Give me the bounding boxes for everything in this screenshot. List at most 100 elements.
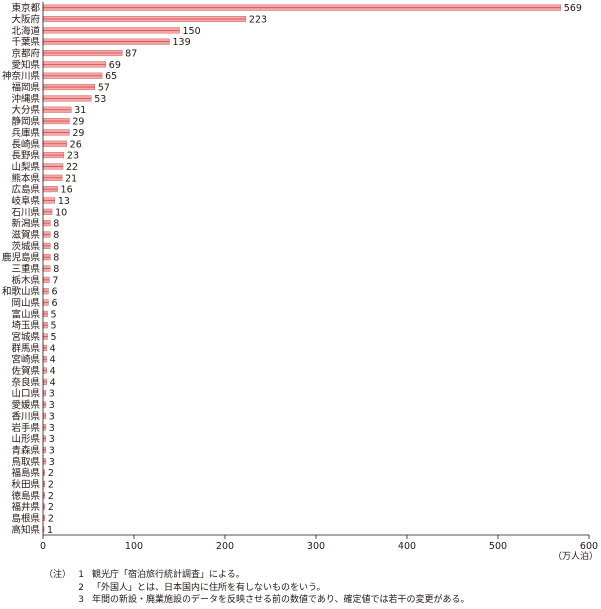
category-label: 大分県 [11, 104, 40, 116]
value-label: 65 [105, 71, 117, 82]
category-label: 兵庫県 [11, 127, 40, 139]
value-label: 3 [49, 411, 55, 422]
category-label: 熊本県 [11, 172, 40, 184]
value-label: 2 [48, 479, 54, 490]
category-label: 佐賀県 [11, 365, 40, 377]
value-label: 8 [53, 219, 59, 230]
value-label: 3 [49, 423, 55, 434]
note-tag [44, 582, 66, 595]
value-label: 4 [50, 355, 56, 366]
bars-group [42, 4, 561, 533]
category-label: 岐阜県 [11, 195, 40, 207]
value-label: 2 [48, 468, 54, 479]
value-label: 8 [53, 241, 59, 252]
category-label: 徳島県 [11, 490, 40, 502]
category-label: 宮崎県 [11, 354, 40, 366]
category-label: 富山県 [11, 308, 40, 320]
category-label: 山口県 [11, 389, 40, 400]
category-label: 山形県 [11, 433, 40, 445]
note-text: 「外国人」とは、日本国内に住所を有しないものをいう。 [92, 582, 326, 593]
value-label: 69 [109, 60, 121, 71]
x-tick-label: 300 [307, 541, 325, 552]
value-label: 3 [49, 389, 55, 400]
value-label: 26 [70, 139, 82, 150]
category-label: 千葉県 [11, 36, 40, 48]
value-label: 8 [53, 264, 59, 275]
x-tick-label: 400 [398, 541, 416, 552]
value-label: 3 [49, 457, 55, 468]
category-label: 長崎県 [11, 138, 40, 150]
value-label: 29 [72, 128, 84, 139]
note-number: 2 [78, 582, 84, 593]
value-label: 22 [66, 162, 78, 173]
category-label: 岡山県 [11, 298, 40, 309]
x-tick-label: 600 [580, 541, 598, 552]
category-label: 栃木県 [11, 274, 40, 286]
bar-chart: 東京都大阪府北海道千葉県京都府愛知県神奈川県福岡県沖縄県大分県静岡県兵庫県長崎県… [2, 2, 598, 562]
category-label: 長野県 [11, 151, 40, 162]
value-label: 87 [125, 49, 137, 60]
x-tick-label: 200 [216, 541, 234, 552]
category-label: 石川県 [11, 207, 40, 218]
value-label: 4 [50, 377, 56, 388]
category-label: 鹿児島県 [2, 252, 41, 264]
category-label: 広島県 [11, 184, 40, 196]
category-label: 沖縄県 [11, 93, 40, 105]
unit-label: （万人泊） [553, 551, 598, 562]
category-label: 山梨県 [11, 161, 40, 173]
note-tag: （注） [44, 570, 72, 580]
value-label: 8 [53, 230, 59, 241]
value-label: 4 [50, 366, 56, 377]
value-label: 13 [58, 196, 70, 207]
category-label: 鳥取県 [11, 456, 40, 468]
value-label: 3 [49, 445, 55, 456]
category-label: 青森県 [11, 444, 40, 456]
category-label: 群馬県 [11, 342, 40, 354]
category-labels: 東京都大阪府北海道千葉県京都府愛知県神奈川県福岡県沖縄県大分県静岡県兵庫県長崎県… [2, 2, 41, 536]
x-tick-label: 0 [40, 541, 46, 552]
footnote-2: 2 「外国人」とは、日本国内に住所を有しないものをいう。 [44, 582, 470, 595]
value-label: 1 [47, 525, 53, 536]
category-label: 福島県 [11, 467, 40, 479]
category-label: 滋賀県 [11, 229, 40, 241]
value-label: 21 [65, 173, 77, 184]
category-label: 東京都 [11, 2, 40, 14]
category-label: 岩手県 [11, 422, 40, 434]
category-label: 香川県 [11, 411, 40, 422]
category-label: 福岡県 [11, 82, 40, 94]
value-label: 2 [48, 502, 54, 513]
category-label: 神奈川県 [2, 70, 41, 82]
category-label: 北海道 [11, 25, 40, 37]
note-number: 1 [78, 570, 84, 580]
value-labels: 5692231501398769655753312929262322211613… [47, 3, 582, 536]
value-label: 5 [51, 332, 57, 343]
value-label: 2 [48, 513, 54, 524]
note-text: 観光庁「宿泊旅行統計調査」による。 [92, 570, 245, 580]
value-label: 8 [53, 253, 59, 264]
category-label: 新潟県 [11, 218, 40, 230]
category-label: 埼玉県 [11, 320, 40, 332]
category-label: 三重県 [11, 263, 40, 275]
footnotes: （注） 1 観光庁「宿泊旅行統計調査」による。 2 「外国人」とは、日本国内に住… [44, 569, 470, 607]
value-label: 150 [183, 26, 201, 37]
footnote-3: 3 年間の新設・廃業施設のデータを反映させる前の数値であり、確定値では若干の変更… [44, 594, 470, 607]
category-label: 愛媛県 [11, 399, 40, 411]
category-label: 京都府 [11, 48, 40, 60]
value-label: 6 [51, 287, 57, 298]
note-text: 年間の新設・廃業施設のデータを反映させる前の数値であり、確定値では若干の変更があ… [92, 595, 470, 605]
category-label: 茨城県 [11, 240, 40, 252]
category-label: 島根県 [11, 512, 40, 524]
note-number: 3 [78, 595, 84, 605]
x-tick-label: 500 [489, 541, 507, 552]
value-label: 4 [50, 343, 56, 354]
value-label: 5 [51, 309, 57, 320]
value-label: 6 [51, 298, 57, 309]
value-label: 223 [249, 15, 267, 26]
value-label: 2 [48, 491, 54, 502]
value-label: 7 [52, 275, 58, 286]
category-label: 大阪府 [11, 14, 40, 26]
value-label: 53 [94, 94, 106, 105]
value-label: 5 [51, 321, 57, 332]
footnote-1: （注） 1 観光庁「宿泊旅行統計調査」による。 [44, 569, 470, 582]
category-label: 高知県 [11, 524, 40, 536]
